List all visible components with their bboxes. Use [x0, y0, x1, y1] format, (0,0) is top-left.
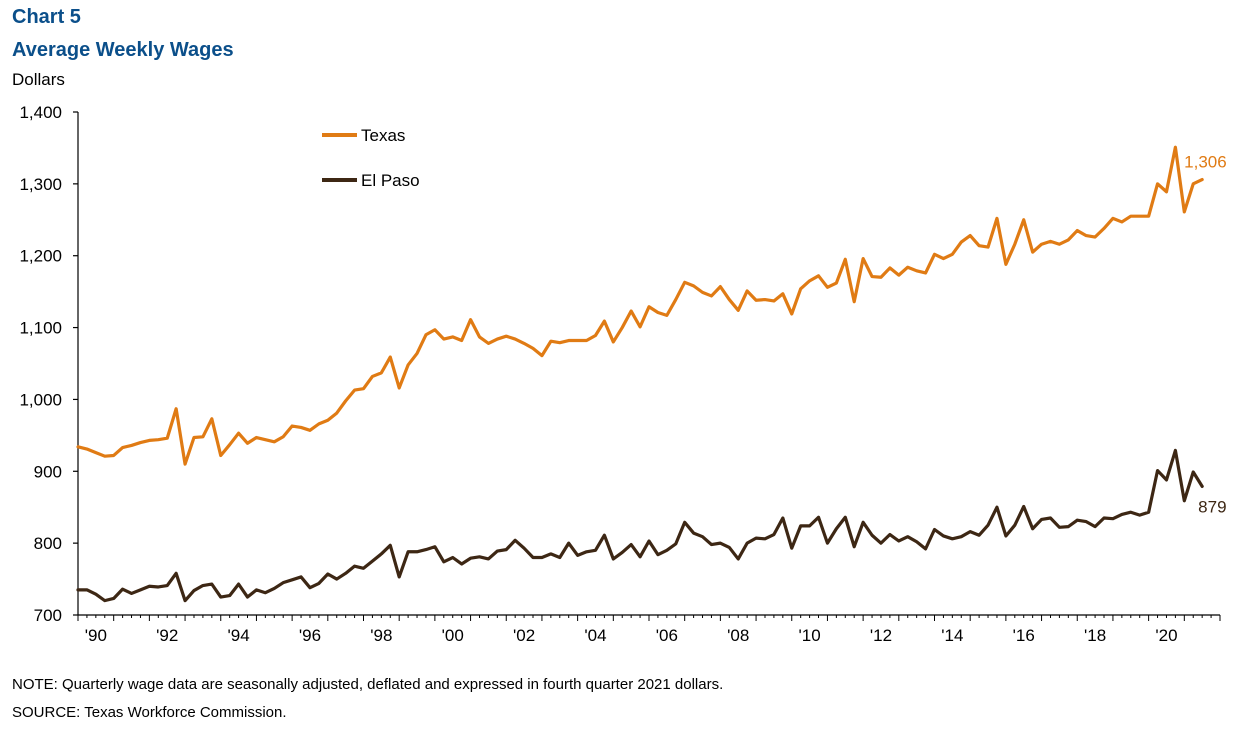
x-tick-label: '20 — [1155, 626, 1177, 645]
y-axis-unit-label: Dollars — [12, 70, 65, 89]
series-line-el-paso — [76, 448, 1204, 603]
chart-axes: 700 800 900 1,000 1,100 1,200 1,300 1,400 '90 '92… — [19, 103, 1221, 645]
legend-label-el-paso: El Paso — [361, 171, 420, 190]
y-tick-label: 1,100 — [19, 319, 62, 338]
x-tick-label: '02 — [513, 626, 535, 645]
x-tick-label: '14 — [941, 626, 963, 645]
x-tick-label: '16 — [1013, 626, 1035, 645]
x-tick-label: '12 — [870, 626, 892, 645]
y-tick-label: 700 — [34, 606, 62, 625]
y-tick-label: 900 — [34, 462, 62, 481]
x-tick-label: '04 — [584, 626, 606, 645]
series-line-texas — [76, 145, 1204, 466]
y-tick-label: 800 — [34, 534, 62, 553]
x-tick-label: '06 — [656, 626, 678, 645]
x-tick-label: '10 — [799, 626, 821, 645]
x-tick-label: '00 — [442, 626, 464, 645]
end-value-label-texas: 1,306 — [1184, 153, 1227, 172]
footnote-note: NOTE: Quarterly wage data are seasonally… — [12, 676, 724, 693]
end-value-label-el-paso: 879 — [1198, 497, 1226, 516]
chart-number: Chart 5 — [12, 6, 81, 28]
x-tick-label: '90 — [85, 626, 107, 645]
y-tick-label: 1,300 — [19, 175, 62, 194]
x-tick-label: '08 — [727, 626, 749, 645]
x-tick-label: '94 — [228, 626, 250, 645]
chart-legend: Texas El Paso — [322, 126, 420, 190]
y-tick-label: 1,200 — [19, 247, 62, 266]
footnote-source: SOURCE: Texas Workforce Commission. — [12, 704, 287, 721]
x-tick-label: '98 — [370, 626, 392, 645]
chart-title: Average Weekly Wages — [12, 39, 234, 61]
x-tick-label: '96 — [299, 626, 321, 645]
series-layer: 1,306 879 — [76, 145, 1227, 603]
legend-label-texas: Texas — [361, 126, 405, 145]
y-tick-label: 1,400 — [19, 103, 62, 122]
y-tick-label: 1,000 — [19, 390, 62, 409]
x-tick-label: '92 — [156, 626, 178, 645]
x-tick-label: '18 — [1084, 626, 1106, 645]
